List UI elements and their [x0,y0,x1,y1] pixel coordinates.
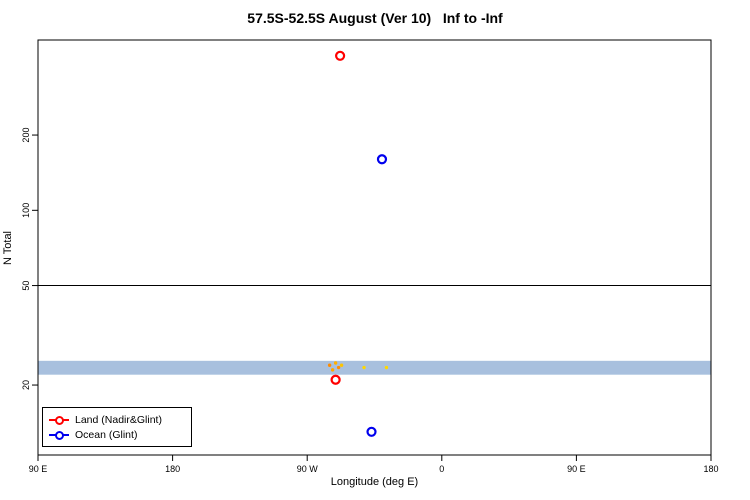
x-tick-label: 90 W [297,464,319,474]
minor-point [362,365,366,370]
minor-point [384,365,389,370]
y-tick-label: 20 [21,380,31,390]
chart-title: 57.5S-52.5S August (Ver 10) Inf to -Inf [247,10,503,26]
legend: Land (Nadir&Glint) Ocean (Glint) [42,407,192,447]
minor-point [336,365,341,370]
ocean-marker-icon [49,430,69,440]
y-tick-label: 50 [21,281,31,291]
land-circle-icon [55,415,64,425]
data-point-ocean [366,426,377,437]
minor-point [330,368,335,372]
highlight-band [38,360,711,375]
x-axis-title: Longitude (deg E) [330,476,419,488]
data-point-ocean [376,154,388,165]
data-point-land [330,374,341,385]
x-tick-label: 180 [165,464,180,474]
legend-label-ocean: Ocean (Glint) [75,428,138,441]
y-tick-label: 200 [21,128,31,143]
minor-point [327,363,332,367]
x-tick-label: 180 [703,464,718,474]
x-tick-label: 90 E [29,464,48,474]
legend-label-land: Land (Nadir&Glint) [75,413,162,426]
plot-border [37,39,712,456]
minor-point [333,361,338,365]
legend-item-land: Land (Nadir&Glint) [49,412,185,427]
minor-point [339,363,344,367]
y-tick-label: 100 [21,203,31,218]
y-axis-title: N Total [2,230,14,266]
data-point-land [335,50,346,61]
land-marker-icon [49,415,69,425]
legend-item-ocean: Ocean (Glint) [49,427,185,442]
ocean-circle-icon [55,430,64,440]
x-tick-label: 0 [439,464,444,474]
x-tick-label: 90 E [567,464,586,474]
